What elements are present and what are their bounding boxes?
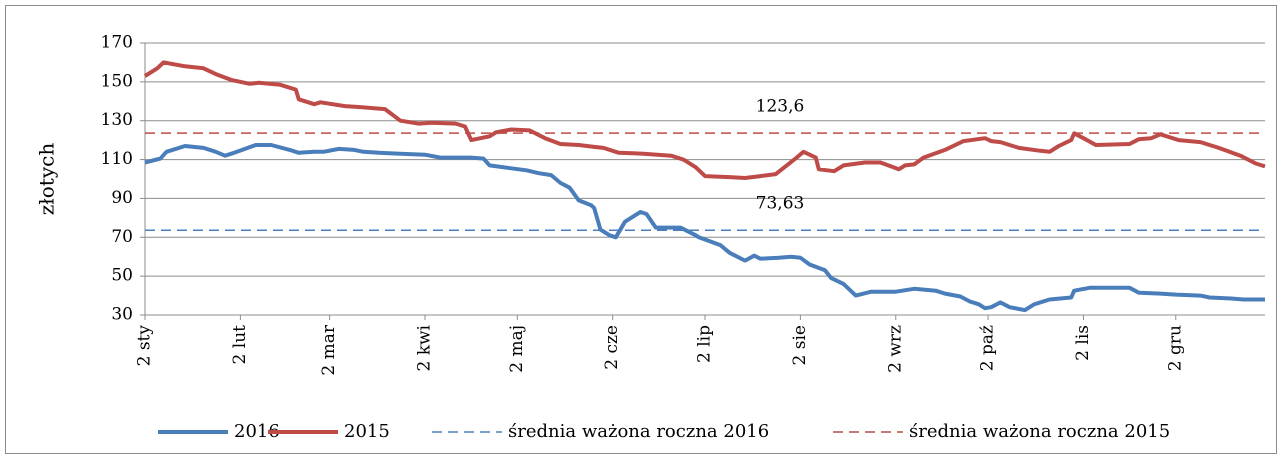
x-tick-label: 2 gru bbox=[1165, 325, 1185, 371]
y-tick-label: 50 bbox=[111, 266, 133, 286]
legend-label: średnia ważona roczna 2015 bbox=[909, 421, 1170, 442]
legend-label: średnia ważona roczna 2016 bbox=[508, 421, 769, 442]
y-tick-label: 170 bbox=[101, 33, 133, 53]
average-label: 123,6 bbox=[756, 97, 805, 117]
y-tick-label: 30 bbox=[111, 305, 133, 325]
x-tick-label: 2 lip bbox=[695, 325, 715, 363]
y-tick-label: 90 bbox=[111, 188, 133, 208]
y-tick-label: 150 bbox=[101, 71, 133, 91]
average-label: 73,63 bbox=[756, 194, 805, 214]
x-tick-label: 2 wrz bbox=[885, 325, 905, 373]
x-tick-label: 2 cze bbox=[602, 325, 622, 370]
line-series bbox=[143, 60, 1266, 180]
x-tick-label: 2 sty bbox=[135, 325, 155, 367]
x-tick-label: 2 lis bbox=[1073, 325, 1093, 361]
y-tick-label: 130 bbox=[101, 110, 133, 130]
legend-label: 2015 bbox=[344, 421, 390, 442]
x-tick-label: 2 sie bbox=[790, 325, 810, 365]
x-tick-label: 2 maj bbox=[507, 325, 527, 373]
x-tick-label: 2 mar bbox=[319, 324, 339, 375]
y-tick-label: 110 bbox=[101, 149, 133, 169]
x-tick-label: 2 kwi bbox=[415, 324, 435, 371]
y-tick-label: 70 bbox=[111, 227, 133, 247]
legend-label: 2016 bbox=[234, 421, 280, 442]
line-series bbox=[144, 143, 1265, 313]
x-tick-label: 2 lut bbox=[230, 325, 250, 365]
x-tick-label: 2 paź bbox=[978, 325, 998, 371]
y-axis-label: złotych bbox=[35, 143, 59, 216]
